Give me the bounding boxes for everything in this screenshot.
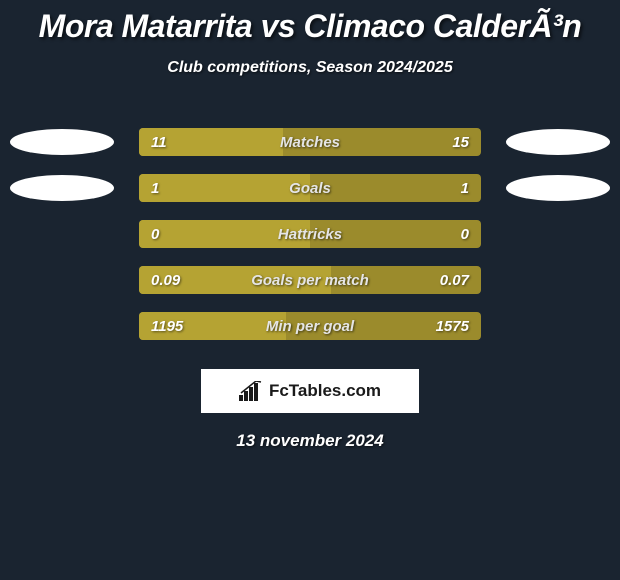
stat-value-right: 0 — [461, 226, 469, 243]
player-avatar-right — [506, 129, 610, 155]
stat-label: Hattricks — [278, 226, 342, 243]
stat-label: Goals — [289, 180, 331, 197]
stat-value-left: 0 — [151, 226, 159, 243]
stat-bar: 0.09 Goals per match 0.07 — [139, 266, 481, 294]
page-subtitle: Club competitions, Season 2024/2025 — [0, 59, 620, 77]
stat-label: Matches — [280, 134, 340, 151]
stat-value-right: 1 — [461, 180, 469, 197]
player-avatar-left — [10, 175, 114, 201]
stat-value-left: 11 — [151, 134, 167, 151]
stat-value-right: 15 — [452, 134, 469, 151]
stat-bar: 0 Hattricks 0 — [139, 220, 481, 248]
stat-value-left: 0.09 — [151, 272, 180, 289]
player-avatar-left — [10, 129, 114, 155]
player-avatar-right — [506, 175, 610, 201]
avatar-placeholder — [10, 221, 114, 247]
stat-row: 1 Goals 1 — [0, 165, 620, 211]
date-text: 13 november 2024 — [0, 431, 620, 451]
stat-bar: 1195 Min per goal 1575 — [139, 312, 481, 340]
avatar-placeholder — [506, 221, 610, 247]
stat-value-right: 0.07 — [440, 272, 469, 289]
stat-row: 1195 Min per goal 1575 — [0, 303, 620, 349]
stats-list: 11 Matches 15 1 Goals 1 0 Hattricks 0 0.09 Goals p… — [0, 119, 620, 349]
stat-row: 0 Hattricks 0 — [0, 211, 620, 257]
avatar-placeholder — [10, 267, 114, 293]
avatar-placeholder — [10, 313, 114, 339]
logo-badge: FcTables.com — [201, 369, 419, 413]
avatar-placeholder — [506, 313, 610, 339]
stat-bar: 1 Goals 1 — [139, 174, 481, 202]
stat-label: Goals per match — [251, 272, 369, 289]
stat-value-left: 1 — [151, 180, 159, 197]
avatar-placeholder — [506, 267, 610, 293]
main-container: Mora Matarrita vs Climaco CalderÃ³n Club… — [0, 0, 620, 451]
stat-value-right: 1575 — [436, 318, 469, 335]
chart-icon — [239, 381, 263, 401]
stat-bar: 11 Matches 15 — [139, 128, 481, 156]
page-title: Mora Matarrita vs Climaco CalderÃ³n — [0, 8, 620, 45]
stat-row: 0.09 Goals per match 0.07 — [0, 257, 620, 303]
stat-row: 11 Matches 15 — [0, 119, 620, 165]
stat-bar-fill — [139, 174, 310, 202]
stat-label: Min per goal — [266, 318, 354, 335]
logo-text: FcTables.com — [269, 381, 381, 401]
stat-value-left: 1195 — [151, 318, 183, 335]
